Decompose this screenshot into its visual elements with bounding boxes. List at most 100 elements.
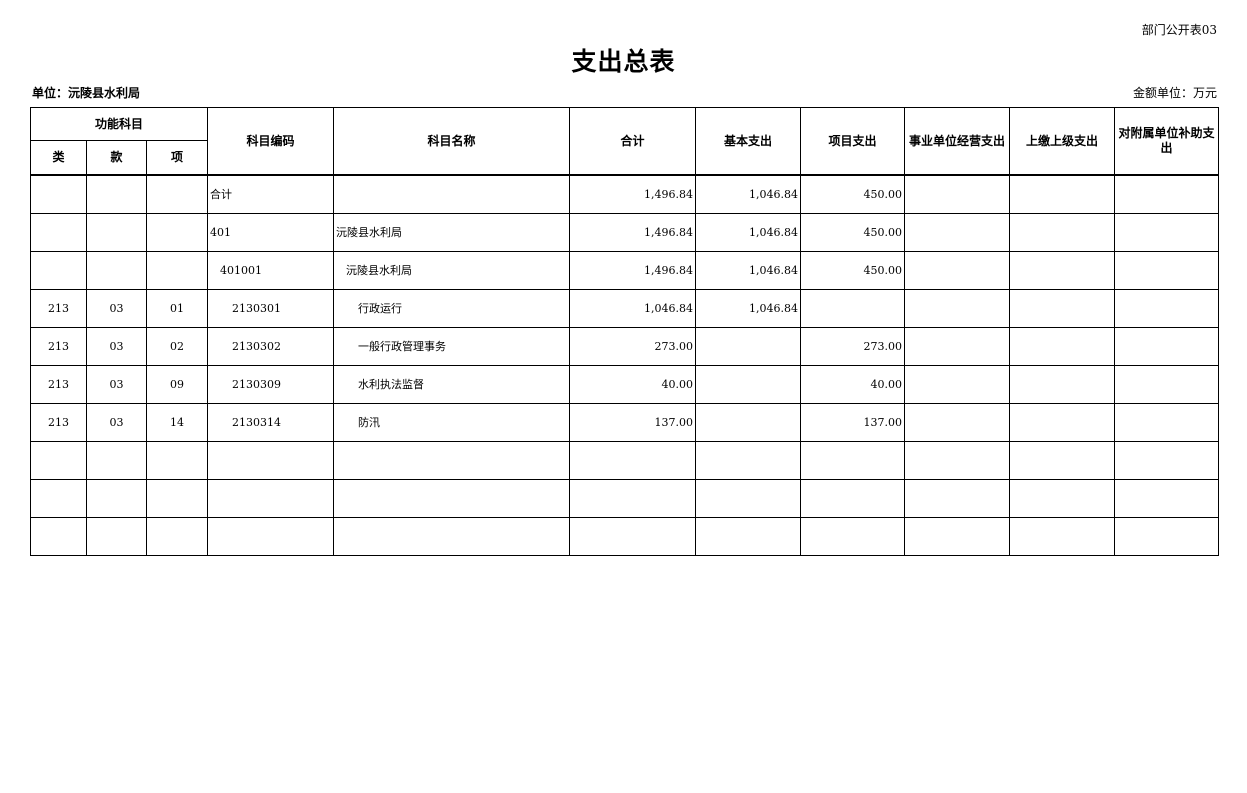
cell-subsidy (1114, 288, 1219, 328)
cell-name: 沅陵县水利局 (333, 250, 570, 290)
cell-kuan (86, 478, 147, 518)
cell-upper (1009, 288, 1115, 328)
cell-kuan: 03 (86, 326, 147, 366)
cell-subsidy (1114, 402, 1219, 442)
cell-upper (1009, 326, 1115, 366)
cell-upper (1009, 440, 1115, 480)
table-row (30, 516, 1219, 556)
cell-kuan (86, 212, 147, 252)
cell-total: 40.00 (569, 364, 696, 404)
header-project: 项目支出 (800, 107, 905, 176)
header-kuan: 款 (86, 140, 147, 176)
table-row (30, 478, 1219, 518)
header-name: 科目名称 (333, 107, 570, 176)
cell-project: 40.00 (800, 364, 905, 404)
cell-basic (695, 440, 801, 480)
cell-code: 401001 (207, 250, 334, 290)
cell-xiang: 09 (146, 364, 208, 404)
cell-xiang (146, 440, 208, 480)
header-function-group: 功能科目 (30, 107, 208, 141)
cell-code: 401 (207, 212, 334, 252)
cell-kuan: 03 (86, 364, 147, 404)
cell-code: 2130314 (207, 402, 334, 442)
cell-total: 137.00 (569, 402, 696, 442)
cell-code (207, 478, 334, 518)
cell-subsidy (1114, 212, 1219, 252)
table-row: 213 03 14 2130314 防汛 137.00 137.00 (30, 402, 1219, 442)
cell-total (569, 440, 696, 480)
cell-basic (695, 478, 801, 518)
cell-total: 1,496.84 (569, 174, 696, 214)
cell-upper (1009, 402, 1115, 442)
header-upper: 上缴上级支出 (1009, 107, 1115, 176)
cell-subsidy (1114, 174, 1219, 214)
cell-project: 273.00 (800, 326, 905, 366)
table-body: 合计 1,496.84 1,046.84 450.00 401 沅陵县水利局 1,496.8… (30, 174, 1219, 556)
cell-total: 1,496.84 (569, 250, 696, 290)
cell-code: 2130301 (207, 288, 334, 328)
cell-xiang (146, 516, 208, 556)
cell-lei: 213 (30, 364, 87, 404)
table-row: 213 03 01 2130301 行政运行 1,046.84 1,046.84 (30, 288, 1219, 328)
cell-basic: 1,046.84 (695, 288, 801, 328)
expenditure-table: 功能科目 科目编码 科目名称 合计 基本支出 项目支出 事业单位经营支出 上缴上… (30, 107, 1219, 556)
table-row: 合计 1,496.84 1,046.84 450.00 (30, 174, 1219, 214)
cell-lei: 213 (30, 402, 87, 442)
cell-business (904, 250, 1010, 290)
cell-kuan (86, 440, 147, 480)
cell-lei: 213 (30, 326, 87, 366)
cell-total (569, 516, 696, 556)
cell-name (333, 440, 570, 480)
cell-business (904, 440, 1010, 480)
cell-upper (1009, 212, 1115, 252)
cell-subsidy (1114, 516, 1219, 556)
cell-xiang (146, 174, 208, 214)
header-subsidy: 对附属单位补助支出 (1114, 107, 1219, 176)
cell-basic: 1,046.84 (695, 174, 801, 214)
amount-unit-label: 金额单位：万元 (1132, 86, 1217, 100)
cell-business (904, 326, 1010, 366)
cell-project: 137.00 (800, 402, 905, 442)
cell-project: 450.00 (800, 212, 905, 252)
cell-kuan (86, 516, 147, 556)
cell-lei (30, 212, 87, 252)
cell-business (904, 212, 1010, 252)
cell-business (904, 516, 1010, 556)
cell-total: 273.00 (569, 326, 696, 366)
cell-project: 450.00 (800, 174, 905, 214)
cell-xiang: 01 (146, 288, 208, 328)
header-business: 事业单位经营支出 (904, 107, 1010, 176)
cell-name (333, 174, 570, 214)
cell-lei (30, 440, 87, 480)
cell-kuan: 03 (86, 288, 147, 328)
table-row: 401001 沅陵县水利局 1,496.84 1,046.84 450.00 (30, 250, 1219, 290)
cell-subsidy (1114, 326, 1219, 366)
cell-total: 1,046.84 (569, 288, 696, 328)
unit-label: 单位：沅陵县水利局 (32, 86, 141, 100)
header-total: 合计 (569, 107, 696, 176)
cell-kuan: 03 (86, 402, 147, 442)
cell-lei: 213 (30, 288, 87, 328)
header-code: 科目编码 (207, 107, 334, 176)
cell-project (800, 516, 905, 556)
cell-business (904, 174, 1010, 214)
table-row (30, 440, 1219, 480)
cell-business (904, 364, 1010, 404)
cell-xiang (146, 212, 208, 252)
cell-project (800, 478, 905, 518)
cell-lei (30, 174, 87, 214)
cell-lei (30, 478, 87, 518)
cell-total: 1,496.84 (569, 212, 696, 252)
table-row: 213 03 09 2130309 水利执法监督 40.00 40.00 (30, 364, 1219, 404)
header-lei: 类 (30, 140, 87, 176)
cell-name: 防汛 (333, 402, 570, 442)
cell-upper (1009, 516, 1115, 556)
cell-xiang: 14 (146, 402, 208, 442)
cell-upper (1009, 250, 1115, 290)
cell-basic (695, 326, 801, 366)
table-row: 213 03 02 2130302 一般行政管理事务 273.00 273.00 (30, 326, 1219, 366)
cell-xiang (146, 250, 208, 290)
cell-name: 沅陵县水利局 (333, 212, 570, 252)
cell-basic (695, 364, 801, 404)
cell-code: 合计 (207, 174, 334, 214)
